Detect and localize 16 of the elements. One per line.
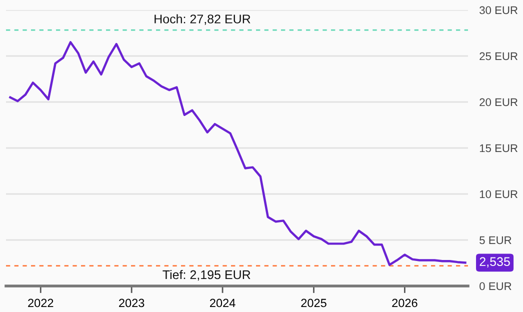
ref-line-label: Tief: 2,195 EUR: [162, 270, 250, 281]
y-tick-label: 25 EUR: [480, 52, 518, 60]
x-tick-label: 2026: [392, 298, 418, 308]
y-tick-label: 30 EUR: [480, 6, 518, 14]
y-tick-label: 10 EUR: [480, 190, 518, 198]
x-tick-label: 2023: [119, 298, 144, 308]
y-tick-label: 5 EUR: [480, 236, 512, 244]
y-tick-label: 20 EUR: [480, 98, 518, 106]
x-tick-label: 2024: [210, 298, 236, 308]
y-tick-label: 15 EUR: [480, 144, 518, 152]
y-tick-label: 0 EUR: [480, 282, 512, 290]
x-tick-label: 2025: [301, 298, 326, 308]
x-tick-label: 2022: [28, 298, 54, 308]
line-series: [9, 41, 466, 266]
annotation: 2,535: [480, 257, 510, 268]
ref-line-label: Hoch: 27,82 EUR: [154, 14, 250, 25]
